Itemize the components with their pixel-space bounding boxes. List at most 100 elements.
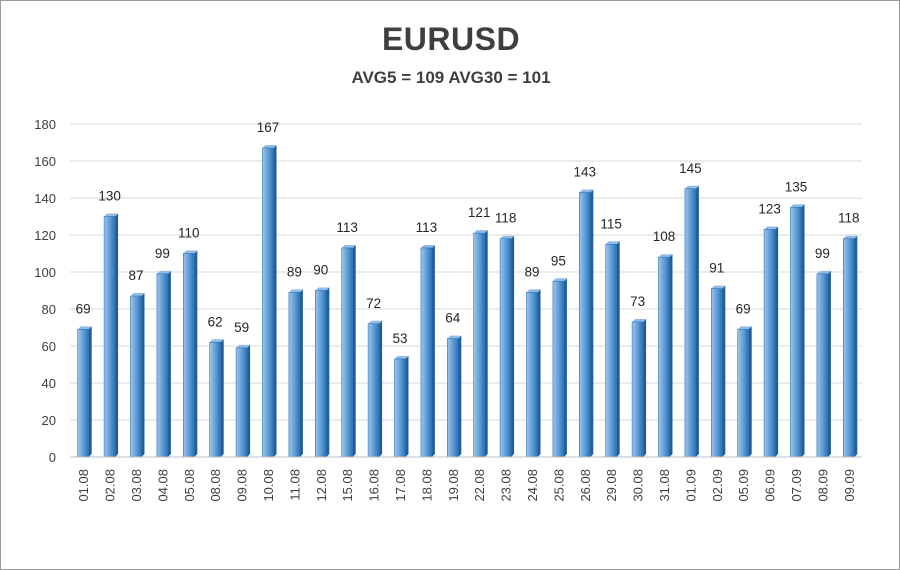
x-tick-label: 25.08	[551, 469, 566, 502]
bar-top	[711, 285, 726, 289]
bar-top	[262, 145, 277, 149]
bar	[631, 321, 644, 458]
x-tick-label: 19.08	[446, 469, 461, 502]
bar-side	[194, 250, 198, 457]
x-tick-label: 08.08	[208, 469, 223, 502]
bar-side	[352, 244, 356, 457]
bar-side	[827, 270, 831, 457]
x-tick-label: 05.08	[182, 469, 197, 502]
data-label: 115	[600, 216, 622, 231]
chart-subtitle: AVG5 = 109 AVG30 = 101	[351, 68, 551, 87]
bar-top	[843, 235, 858, 239]
x-tick-label: 24.08	[525, 469, 540, 502]
data-label: 73	[630, 294, 645, 309]
y-tick-label: 40	[42, 376, 56, 391]
data-label: 72	[366, 296, 381, 311]
data-label: 113	[336, 220, 358, 235]
gridlines	[70, 123, 862, 458]
x-tick-label: 15.08	[340, 469, 355, 502]
bar-top	[447, 335, 462, 339]
bar	[842, 238, 855, 458]
bar-side	[563, 278, 567, 457]
x-tick-label: 06.09	[763, 469, 778, 502]
x-tick-label: 11.08	[287, 469, 302, 501]
y-tick-label: 100	[34, 265, 56, 280]
bar-side	[511, 235, 515, 457]
bar	[684, 188, 697, 458]
bar	[552, 280, 565, 458]
data-label: 135	[785, 179, 808, 194]
x-tick-label: 09.09	[842, 469, 857, 502]
y-tick-label: 120	[34, 228, 56, 243]
bar	[658, 256, 670, 458]
bar-top	[288, 289, 303, 293]
bar-top	[130, 293, 145, 297]
data-label: 69	[736, 301, 751, 316]
bar-top	[658, 254, 673, 258]
x-tick-label: 22.08	[472, 469, 487, 502]
bar-side	[695, 185, 699, 457]
bar-top	[315, 287, 330, 291]
bar-side	[247, 344, 251, 457]
data-label: 108	[653, 229, 676, 244]
data-label: 59	[234, 320, 249, 335]
data-label: 69	[76, 301, 91, 316]
bar-top	[526, 289, 541, 293]
bar-side	[88, 326, 92, 457]
bar	[235, 347, 248, 458]
x-tick-label: 02.09	[710, 469, 725, 502]
data-label: 99	[815, 246, 830, 261]
bar-top	[764, 226, 779, 230]
bar-side	[273, 145, 277, 458]
bar-top	[500, 235, 515, 239]
data-label: 91	[709, 261, 724, 276]
bar	[262, 147, 274, 458]
bar	[526, 292, 538, 458]
bar-top	[183, 250, 198, 254]
bar	[183, 253, 195, 458]
bar-side	[326, 287, 330, 457]
data-label: 64	[445, 311, 461, 326]
data-label: 167	[257, 120, 280, 135]
bar-top	[156, 270, 171, 274]
data-label: 99	[155, 246, 170, 261]
data-label: 62	[208, 314, 223, 329]
bar	[367, 323, 380, 458]
x-tick-label: 08.09	[815, 469, 830, 502]
data-label: 113	[416, 220, 438, 235]
bar-side	[775, 226, 779, 457]
bar-top	[341, 244, 356, 248]
data-label: 121	[468, 205, 491, 220]
x-tick-label: 30.08	[631, 469, 646, 502]
bar	[578, 192, 591, 458]
bar	[77, 329, 89, 458]
bar-side	[537, 289, 541, 457]
bar-side	[643, 318, 647, 457]
data-label: 53	[392, 331, 407, 346]
x-tick-label: 17.08	[393, 469, 408, 502]
bar-side	[220, 339, 224, 457]
bar-top	[209, 339, 224, 343]
y-tick-label: 20	[42, 413, 56, 428]
bar-side	[748, 326, 752, 457]
bar	[394, 358, 406, 458]
data-label: 89	[524, 264, 539, 279]
x-tick-label: 01.09	[683, 469, 698, 502]
bar-top	[790, 204, 805, 208]
y-tick-label: 80	[42, 302, 56, 317]
chart-title: EURUSD	[381, 21, 521, 57]
bar-top	[632, 318, 647, 322]
x-tick-label: 02.08	[103, 469, 118, 502]
data-label: 143	[574, 164, 597, 179]
data-label: 130	[98, 189, 121, 204]
bar	[737, 329, 750, 458]
bar	[156, 273, 169, 458]
data-label: 145	[679, 161, 702, 176]
x-tick-label: 04.08	[155, 469, 170, 502]
y-tick-label: 140	[34, 191, 56, 206]
bar-side	[722, 285, 726, 457]
bar-side	[458, 335, 462, 457]
bar-top	[77, 326, 92, 330]
bar	[288, 292, 301, 458]
